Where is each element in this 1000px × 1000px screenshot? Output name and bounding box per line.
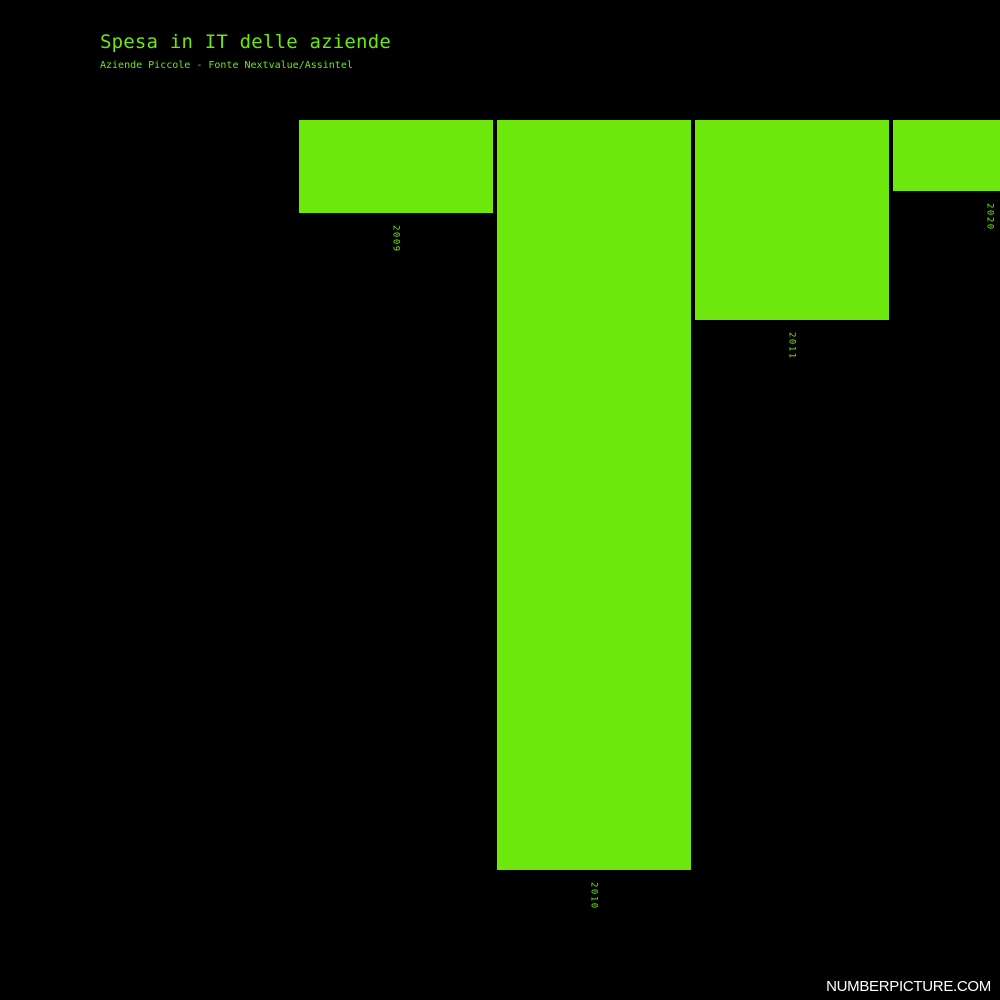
bar-label-2020: 2020 xyxy=(985,203,995,231)
bar-2010 xyxy=(497,120,691,870)
bar-label-2011: 2011 xyxy=(787,332,797,360)
bar-label-2010: 2010 xyxy=(589,882,599,910)
bar-2011 xyxy=(695,120,889,320)
chart-subtitle: Aziende Piccole - Fonte Nextvalue/Assint… xyxy=(100,60,353,71)
bar-label-2009: 2009 xyxy=(391,225,401,253)
numberpicture-logo: NUMBERPICTURE.COM xyxy=(826,978,991,995)
bar-2020 xyxy=(893,120,1000,191)
chart-title: Spesa in IT delle aziende xyxy=(100,31,391,53)
bar-2009 xyxy=(299,120,493,213)
